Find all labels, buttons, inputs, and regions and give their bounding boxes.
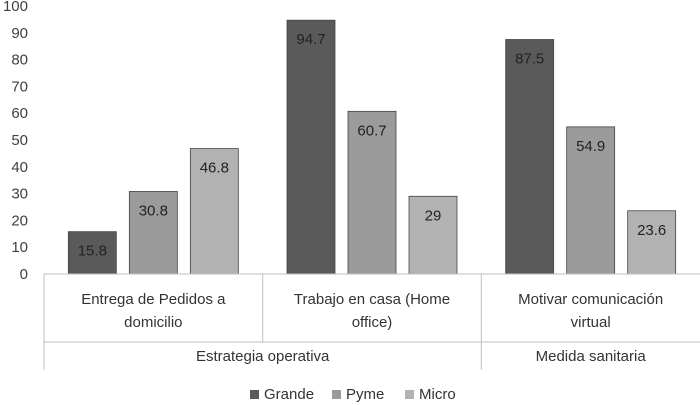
legend-swatch-grande — [250, 390, 259, 399]
legend-label-grande: Grande — [264, 386, 314, 403]
category-label: Motivar comunicación — [518, 291, 663, 308]
category-label: office) — [352, 314, 393, 331]
y-tick-label: 100 — [3, 0, 28, 15]
x-axis: Entrega de Pedidos a domicilio Trabajo en … — [43, 273, 700, 370]
legend-swatch-micro — [405, 390, 414, 399]
legend: Grande Pyme Micro — [250, 386, 456, 403]
bar-pyme-0 — [128, 191, 178, 275]
y-tick-label: 60 — [11, 105, 28, 122]
bar-micro-1 — [408, 195, 458, 275]
bar-pyme-2 — [566, 126, 616, 275]
data-label: 23.6 — [637, 222, 666, 239]
y-tick-label: 0 — [20, 266, 28, 283]
legend-label-pyme: Pyme — [346, 386, 384, 403]
bars: 15.8 94.7 87.5 30.8 60.7 54.9 46.8 29 23.6 — [67, 19, 677, 275]
y-tick-label: 30 — [11, 186, 28, 203]
data-label: 30.8 — [139, 202, 168, 219]
category-label: Entrega de Pedidos a — [81, 291, 226, 308]
category-label: domicilio — [124, 314, 182, 331]
y-tick-label: 40 — [11, 159, 28, 176]
bar-grande-2 — [505, 39, 555, 275]
data-label: 15.8 — [78, 243, 107, 260]
category-label: Trabajo en casa (Home — [294, 291, 450, 308]
y-tick-label: 80 — [11, 52, 28, 69]
category-label: virtual — [571, 314, 611, 331]
bar-grande-0 — [67, 231, 117, 275]
bar-micro-0 — [189, 148, 239, 275]
data-label: 60.7 — [357, 122, 386, 139]
y-tick-label: 10 — [11, 239, 28, 256]
bar-micro-2 — [627, 210, 677, 275]
bar-pyme-1 — [347, 110, 397, 275]
y-axis: 0 10 20 30 40 50 60 70 80 90 100 — [3, 0, 28, 283]
group-label: Medida sanitaria — [536, 348, 647, 365]
y-tick-label: 90 — [11, 25, 28, 42]
y-tick-label: 20 — [11, 212, 28, 229]
data-label: 54.9 — [576, 138, 605, 155]
y-tick-label: 50 — [11, 132, 28, 149]
bar-grande-1 — [286, 19, 336, 275]
legend-swatch-pyme — [332, 390, 341, 399]
legend-label-micro: Micro — [419, 386, 456, 403]
data-label: 46.8 — [200, 160, 229, 177]
group-label: Estrategia operativa — [196, 348, 330, 365]
data-label: 87.5 — [515, 51, 544, 68]
data-label: 94.7 — [296, 31, 325, 48]
data-label: 29 — [425, 207, 442, 224]
y-tick-label: 70 — [11, 78, 28, 95]
